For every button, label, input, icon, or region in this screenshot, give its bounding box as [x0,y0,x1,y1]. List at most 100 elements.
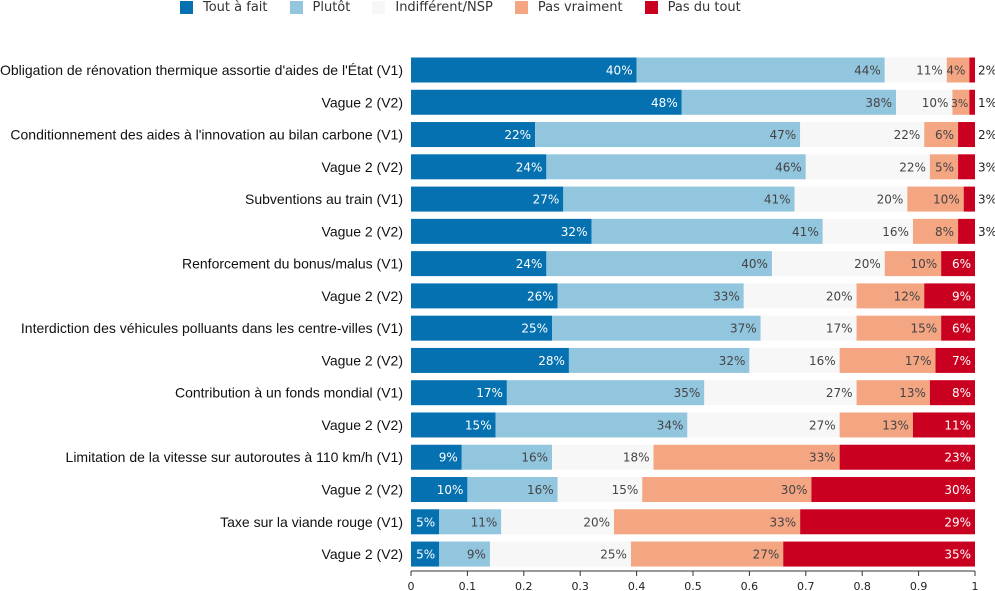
data-label: 16% [527,483,554,497]
legend-swatch [372,1,386,14]
data-label: 35% [944,548,971,562]
data-label: 9% [467,548,486,562]
data-label: 40% [741,257,768,271]
bar-segment [535,122,801,148]
bar-segment [681,89,897,115]
bar-segment [411,347,569,373]
bar-segment [642,477,812,503]
data-label: 48% [651,96,678,110]
data-label: 13% [882,418,909,432]
legend-item: Tout à fait [180,0,268,15]
data-label: 12% [894,289,921,303]
bar-segment [411,122,536,148]
bar-segment [614,509,801,535]
data-label: 18% [623,451,650,465]
data-label: 6% [952,322,971,336]
data-label: 30% [781,483,808,497]
legend-label: Tout à fait [203,0,268,15]
category-label: Interdiction des véhicules polluants dan… [21,320,403,336]
data-label: 40% [606,64,633,78]
legend-swatch [289,1,303,14]
data-label: 47% [769,128,796,142]
bar-segment [411,154,547,180]
bar-segment [912,218,959,244]
category-label: Vague 2 (V2) [322,159,403,175]
bar-segment [687,412,840,438]
bar-segment [552,444,654,470]
bar-segment [568,347,750,373]
data-label: 2% [978,128,995,142]
bar-segment [411,477,468,503]
bar-segment [800,122,925,148]
data-label: 3% [978,193,995,207]
data-label: 22% [894,128,921,142]
bar-segment [794,186,908,212]
category-label: Vague 2 (V2) [322,94,403,110]
data-label: 23% [944,451,971,465]
data-label: 3% [978,225,995,239]
bar-segment [924,283,975,309]
bar-segment [411,509,440,535]
data-label: 11% [471,515,498,529]
data-label: 27% [809,418,836,432]
bar-segment [411,380,507,406]
data-label: 15% [910,322,937,336]
x-tick-label: 0.2 [515,580,533,591]
data-label: 33% [769,515,796,529]
data-label: 27% [753,548,780,562]
bar-segment [591,218,823,244]
bar-segment [958,122,975,148]
bar-segment [946,57,970,83]
data-label: 20% [877,193,904,207]
bar-segment [800,509,975,535]
data-label: 38% [865,96,892,110]
category-label: Vague 2 (V2) [322,288,403,304]
bar-segment [929,154,959,180]
data-label: 29% [944,515,971,529]
bar-segment [563,186,795,212]
bar-segment [935,347,975,373]
category-label: Vague 2 (V2) [322,352,403,368]
bar-segment [552,315,761,341]
data-label: 17% [476,386,503,400]
legend-item: Pas vraiment [514,0,623,15]
data-label: 41% [764,193,791,207]
data-label: 33% [713,289,740,303]
category-label: Vague 2 (V2) [322,417,403,433]
data-label: 46% [775,160,802,174]
data-label: 25% [521,322,548,336]
data-label: 4% [946,64,965,78]
bar-segment [941,251,975,277]
bar-segment [546,154,806,180]
bar-segment [506,380,705,406]
x-tick-label: 0.5 [684,580,702,591]
data-label: 10% [922,96,949,110]
data-label: 24% [516,257,543,271]
data-label: 41% [792,225,819,239]
data-label: 17% [905,354,932,368]
data-label: 35% [674,386,701,400]
legend-label: Indifférent/NSP [395,0,493,15]
data-label: 44% [854,64,881,78]
data-label: 20% [826,289,853,303]
data-label: 33% [809,451,836,465]
bar-segment [856,380,930,406]
legend-label: Pas vraiment [537,0,623,15]
x-tick-label: 0.1 [459,580,477,591]
data-label: 32% [561,225,588,239]
bar-segment [884,57,947,83]
bar-segment [839,347,936,373]
data-label: 26% [527,289,554,303]
data-label: 5% [935,160,954,174]
bar-segment [461,444,552,470]
x-tick-label: 1 [972,580,979,591]
bar-segment [411,218,592,244]
bar-segment [771,251,885,277]
x-tick-label: 0.6 [741,580,759,591]
bar-segment [929,380,975,406]
data-label: 15% [612,483,639,497]
data-label: 22% [504,128,531,142]
data-label: 9% [952,289,971,303]
bar-segment [557,283,744,309]
